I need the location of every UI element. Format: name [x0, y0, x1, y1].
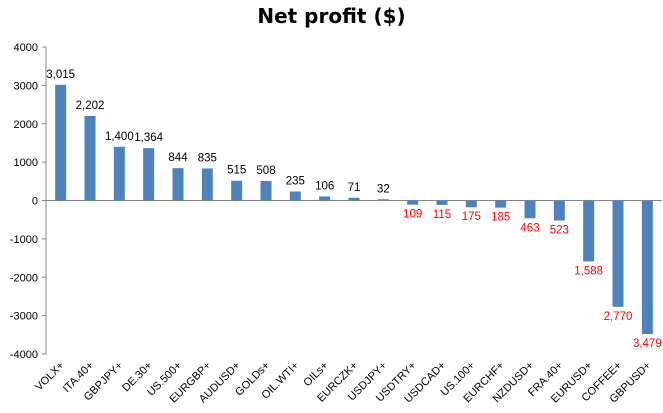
- y-tick-label: 0: [32, 196, 38, 208]
- data-label: 1,364: [134, 132, 163, 144]
- data-label: 508: [256, 165, 275, 177]
- bar: [436, 200, 448, 205]
- data-label: 844: [168, 152, 188, 164]
- bar: [319, 196, 331, 201]
- bar: [495, 200, 507, 208]
- data-label: 1,588: [574, 265, 603, 277]
- y-tick-label: 2000: [14, 119, 38, 131]
- bar: [583, 200, 595, 262]
- y-tick-label: 1000: [14, 157, 38, 169]
- bar: [407, 200, 419, 205]
- bar: [231, 180, 243, 201]
- data-label: 32: [377, 183, 390, 195]
- data-label: 3,479: [633, 338, 662, 350]
- data-label: 2,202: [76, 100, 105, 112]
- y-tick-label: 4000: [14, 42, 38, 54]
- data-label: 515: [227, 165, 246, 177]
- y-tick-label: -3000: [10, 311, 38, 323]
- bar: [55, 84, 67, 201]
- y-tick-label: -1000: [10, 234, 38, 246]
- bar: [465, 200, 477, 208]
- data-label: 235: [286, 175, 305, 187]
- data-label: 523: [550, 225, 569, 237]
- bar: [524, 200, 536, 219]
- data-label: 115: [433, 209, 451, 221]
- y-tick-label: -2000: [10, 272, 38, 284]
- data-label: 3,015: [46, 69, 75, 81]
- data-label: 185: [491, 212, 510, 224]
- bar: [553, 200, 565, 221]
- data-label: 175: [462, 211, 481, 223]
- chart-title: Net profit ($): [257, 4, 406, 28]
- bar: [143, 148, 155, 201]
- data-label: 463: [520, 222, 539, 234]
- y-tick-label: 3000: [14, 80, 38, 92]
- data-label: 109: [403, 209, 422, 221]
- data-label: 71: [348, 182, 361, 194]
- bar: [172, 168, 184, 201]
- bar: [348, 197, 360, 201]
- data-label: 1,400: [105, 131, 134, 143]
- data-label: 106: [315, 180, 334, 192]
- bar: [641, 200, 653, 335]
- data-label: 2,770: [604, 311, 633, 323]
- bar: [289, 191, 301, 201]
- bar: [84, 115, 96, 201]
- bar: [260, 181, 272, 201]
- y-tick-label: -4000: [10, 349, 38, 361]
- bar: [612, 200, 624, 307]
- bar: [377, 199, 389, 201]
- bar: [113, 146, 125, 201]
- bar: [201, 168, 213, 201]
- data-label: 835: [198, 152, 217, 164]
